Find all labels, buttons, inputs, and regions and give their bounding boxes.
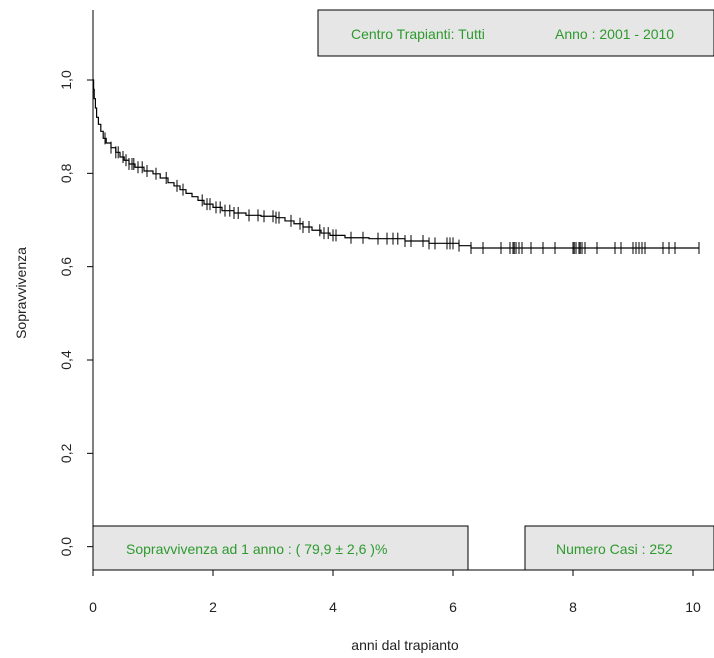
x-tick-label: 6 [449,599,457,615]
y-tick-label: 0,2 [58,443,74,463]
y-tick-label: 0,0 [58,537,74,557]
cases-label: Numero Casi : 252 [556,541,673,557]
survival-1yr-label: Sopravvivenza ad 1 anno : ( 79,9 ± 2,6 )… [126,541,387,557]
y-tick-label: 0,4 [58,350,74,370]
x-axis: 0 2 4 6 8 10 [89,570,701,615]
x-tick-label: 8 [569,599,577,615]
x-tick-label: 4 [329,599,337,615]
y-axis: 0,0 0,2 0,4 0,6 0,8 1,0 [58,70,93,556]
y-tick-label: 1,0 [58,70,74,90]
censor-marks-layer [104,132,700,254]
y-tick-label: 0,8 [58,163,74,183]
center-label: Centro Trapianti: Tutti [351,26,485,42]
y-tick-label: 0,6 [58,257,74,277]
center-year-box-bg [317,9,714,57]
cases-box: Numero Casi : 252 [524,525,714,571]
x-tick-label: 2 [209,599,217,615]
y-axis-title: Sopravvivenza [13,247,29,339]
x-tick-label: 0 [89,599,97,615]
year-label: Anno : 2001 - 2010 [555,26,674,42]
center-year-box: Centro Trapianti: Tutti Anno : 2001 - 20… [317,9,714,57]
cases-box-bg [524,525,714,571]
x-tick-label: 10 [685,599,701,615]
x-axis-title: anni dal trapianto [351,637,459,653]
survival-1yr-box: Sopravvivenza ad 1 anno : ( 79,9 ± 2,6 )… [92,525,469,571]
